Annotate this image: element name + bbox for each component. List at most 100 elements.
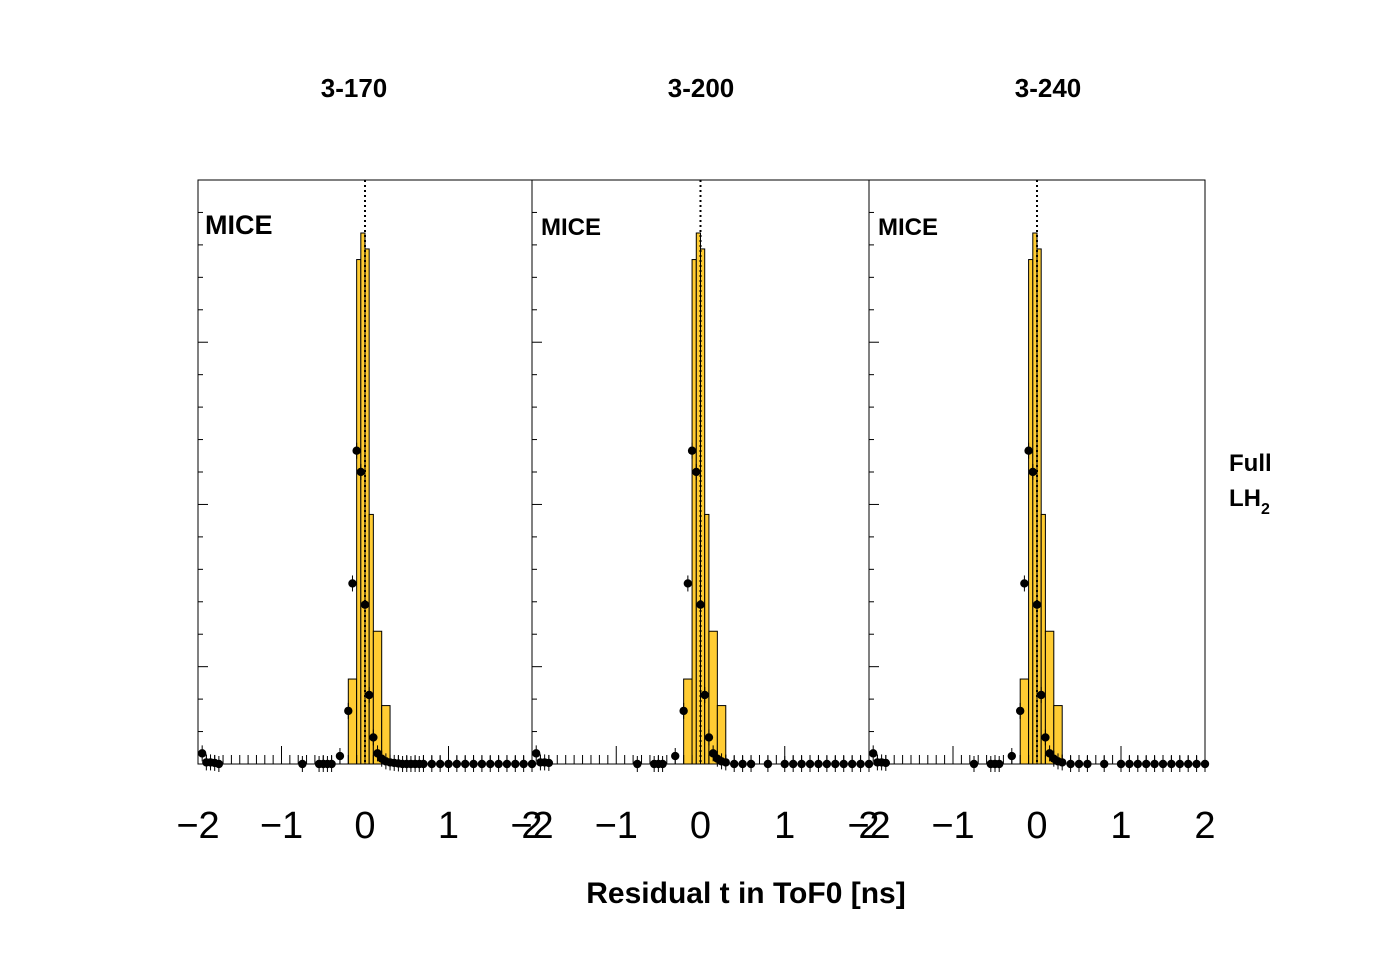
data-point [1200,759,1210,769]
data-point [780,759,789,769]
data-point [788,759,798,769]
data-point [1083,759,1092,769]
data-point [1028,467,1038,477]
data-point [1037,690,1046,700]
side-label-line2: LH2 [1229,485,1270,518]
data-point [1150,759,1159,769]
data-point [1020,579,1029,588]
data-point [544,758,554,768]
data-point [763,759,773,769]
data-point [1007,751,1016,761]
data-point [469,759,478,769]
x-tick-label: −2 [176,805,219,847]
panel-title: 3-240 [1015,73,1082,103]
panel-2: 3-200 −2 −1 0 1 2 MICE [510,73,879,847]
x-tick-label: −1 [260,805,303,847]
histogram-bar [372,630,383,765]
data-point [738,759,747,769]
data-point [814,759,823,769]
data-point [335,751,345,761]
data-point [352,446,361,455]
x-tick-label: 1 [438,805,459,847]
data-point [839,759,848,769]
data-point [486,759,495,769]
x-tick-label: 0 [1026,805,1047,847]
data-point [687,446,697,455]
data-point [532,749,541,758]
data-point [831,759,840,769]
data-point [494,759,503,769]
data-point [197,749,207,758]
data-point [797,759,806,769]
data-point [692,467,701,477]
data-point [356,467,366,477]
data-point [419,759,428,769]
data-point [369,733,378,742]
data-point [435,759,445,769]
data-point [1066,759,1075,769]
mice-watermark: MICE [541,214,601,241]
data-point [671,751,680,761]
x-tick-label: 1 [1110,805,1131,847]
histogram-bar [1032,232,1038,765]
data-point [519,759,528,769]
x-tick-label: −2 [510,805,553,847]
histogram-bar [368,513,374,765]
data-point [427,759,436,769]
histogram-bar [1044,630,1055,765]
histogram-bar [691,259,697,765]
data-point [730,759,739,769]
data-point [995,759,1004,769]
histogram-bar [1019,678,1030,765]
panel-title: 3-200 [668,73,735,103]
data-point [700,690,709,700]
data-point [344,706,353,716]
data-point [847,759,857,769]
data-point [214,759,224,769]
data-point [1167,759,1176,769]
mice-watermark: MICE [205,210,273,240]
side-label-line1: Full [1229,450,1272,477]
x-tick-label: −1 [931,805,974,847]
data-point [1024,446,1033,455]
data-point [348,579,357,588]
data-point [1100,759,1109,769]
data-point [1074,759,1084,769]
data-point [327,759,336,769]
data-point [1125,759,1134,769]
mice-watermark: MICE [878,214,938,241]
data-point [1175,759,1185,769]
histogram-bar [695,232,701,765]
data-point [683,579,693,588]
data-point [969,759,979,769]
data-point [444,759,453,769]
data-point [360,600,370,609]
side-label-main: LH [1229,485,1261,512]
data-point [679,706,688,716]
data-point [1041,733,1050,742]
x-tick-label: 0 [354,805,375,847]
data-point [658,759,667,769]
x-tick-label: 0 [690,805,711,847]
data-point [1058,758,1067,767]
data-point [1192,759,1201,769]
data-point [1184,759,1193,769]
data-point [364,690,374,700]
data-point [746,759,756,769]
data-point [1142,759,1151,769]
histogram-bar [1040,513,1046,765]
data-point [1133,759,1143,769]
x-tick-label: 1 [774,805,795,847]
data-point [721,758,730,767]
data-point [461,759,470,769]
data-point [452,759,462,769]
data-point [1016,706,1025,716]
data-point [696,600,705,609]
data-point [1032,600,1042,609]
panel-3: 3-240 −2 −1 0 1 2 MICE [847,73,1215,847]
data-point [511,759,520,769]
data-point [881,758,890,768]
data-point [869,749,878,758]
